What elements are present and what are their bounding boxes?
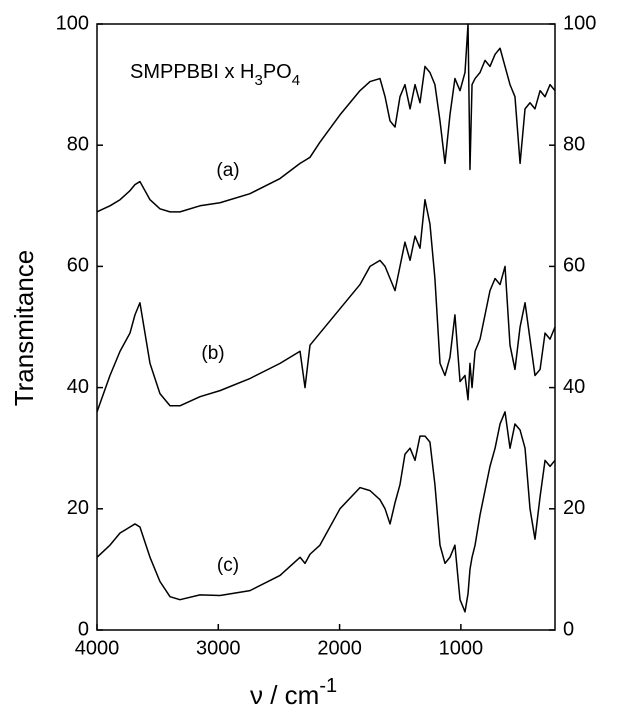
x-tick-label: 3000 xyxy=(196,637,241,659)
title-part: PO xyxy=(263,61,292,83)
x-label-sup: -1 xyxy=(319,675,337,697)
x-label-part: ν / cm xyxy=(250,680,319,710)
y-tick-label: 0 xyxy=(78,618,89,640)
plot-frame xyxy=(96,23,556,631)
y-tick-label: 60 xyxy=(67,255,89,277)
y2-tick-label: 100 xyxy=(563,12,596,34)
title-sub: 3 xyxy=(254,72,262,89)
spectrum-line xyxy=(96,23,556,213)
x-tick-label: 2000 xyxy=(317,637,362,659)
x-tick-label: 1000 xyxy=(439,637,484,659)
title-sub: 4 xyxy=(292,72,300,89)
x-axis-label: ν / cm-1 xyxy=(250,675,337,710)
y-tick-label: 40 xyxy=(67,376,89,398)
x-tick-label: 4000 xyxy=(75,637,120,659)
series-label: (b) xyxy=(201,343,224,364)
spectrum-line xyxy=(96,198,556,413)
series-label: (a) xyxy=(216,160,239,181)
y-tick-label: 80 xyxy=(67,133,89,155)
y2-tick-label: 40 xyxy=(563,376,585,398)
y2-tick-label: 60 xyxy=(563,255,585,277)
y-tick-label: 100 xyxy=(56,12,89,34)
title-part: SMPPBBI x H xyxy=(130,61,254,83)
y2-tick-label: 80 xyxy=(563,133,585,155)
y-tick-label: 20 xyxy=(67,497,89,519)
y2-tick-label: 20 xyxy=(563,497,585,519)
series-label: (c) xyxy=(217,555,239,576)
spectrum-line xyxy=(96,411,556,613)
chart-title: SMPPBBI x H3PO4 xyxy=(130,61,300,89)
y-axis-label: Transmitance xyxy=(9,250,39,407)
y2-tick-label: 0 xyxy=(563,618,574,640)
